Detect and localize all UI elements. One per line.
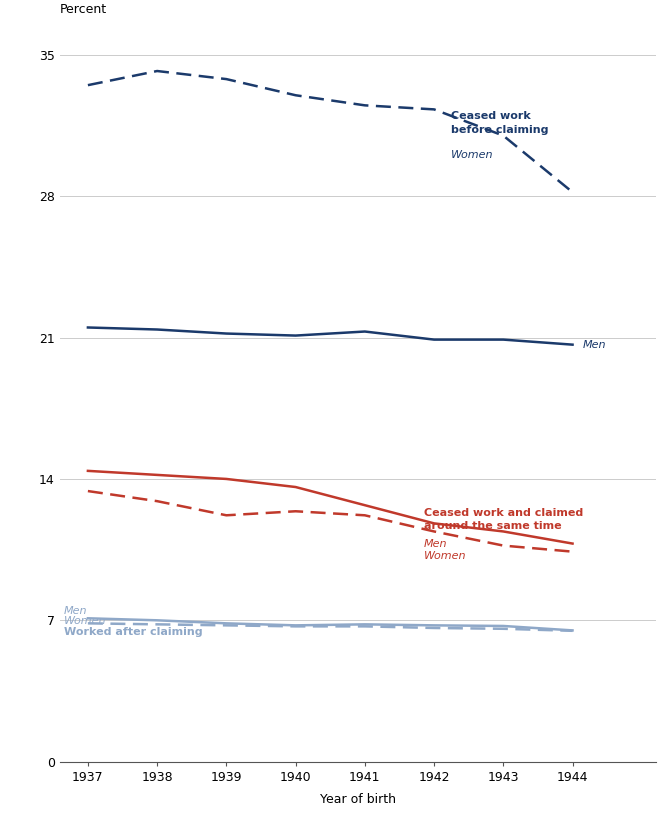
Text: Worked after claiming: Worked after claiming <box>64 627 202 637</box>
Text: Ceased work
before claiming: Ceased work before claiming <box>452 111 549 134</box>
Text: Women: Women <box>423 550 466 561</box>
Text: Men: Men <box>423 539 447 549</box>
Text: Men: Men <box>583 340 606 350</box>
Text: Women: Women <box>452 150 494 160</box>
X-axis label: Year of birth: Year of birth <box>320 793 396 806</box>
Text: Percent: Percent <box>60 2 107 16</box>
Text: Ceased work and claimed
around the same time: Ceased work and claimed around the same … <box>423 509 583 532</box>
Text: Women: Women <box>64 617 106 627</box>
Text: Men: Men <box>64 606 87 616</box>
